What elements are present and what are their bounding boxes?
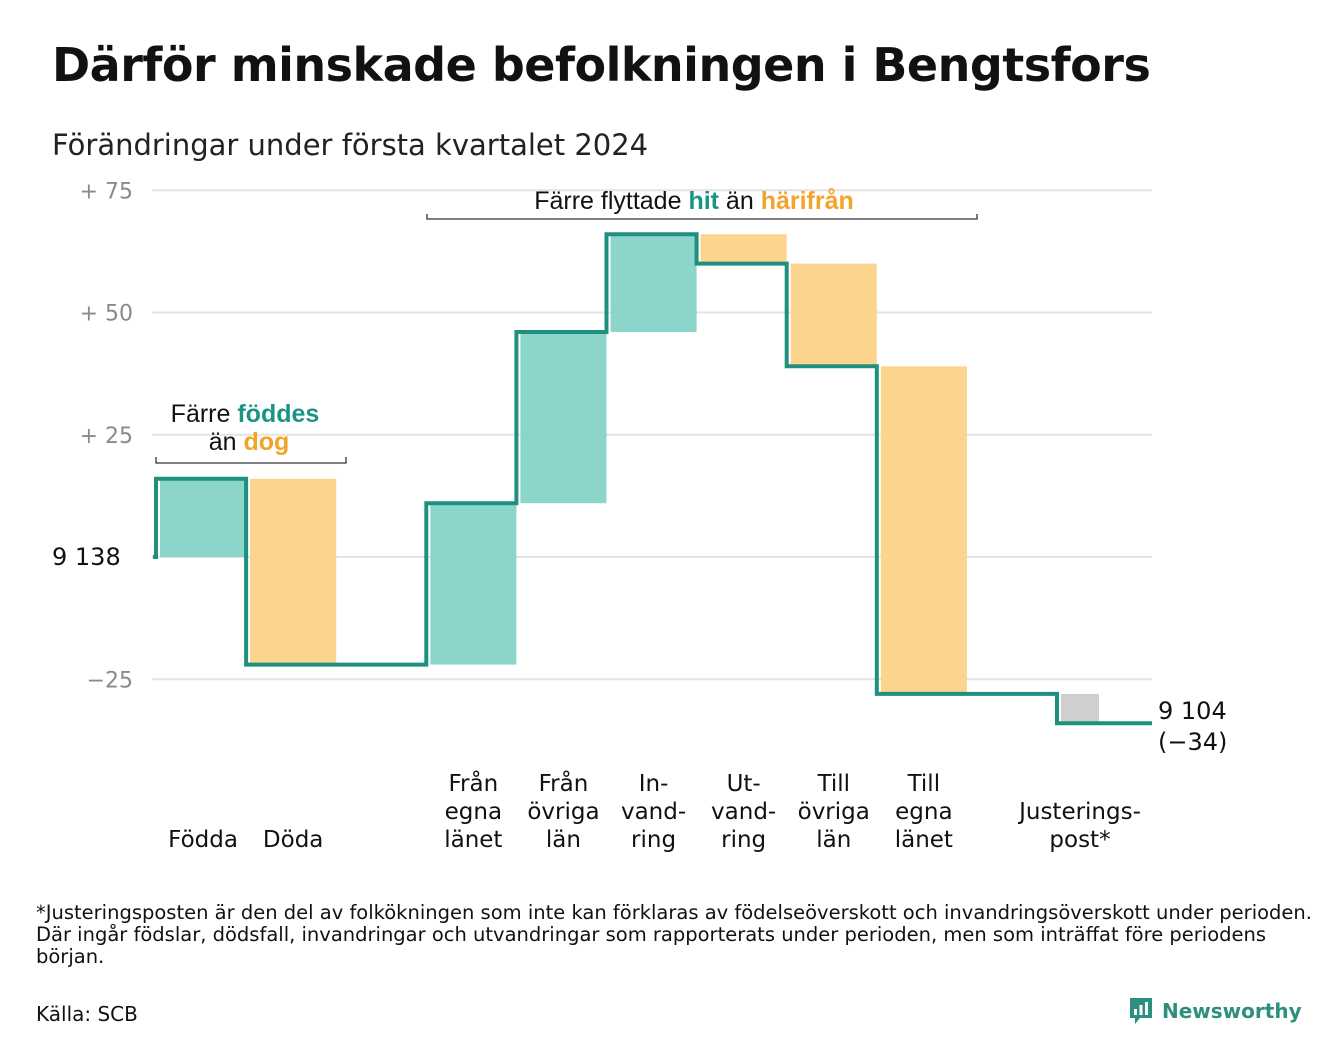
category-label: Från bbox=[449, 769, 499, 797]
source-note: Källa: SCB bbox=[36, 1002, 138, 1026]
category-label: Ut- bbox=[727, 771, 761, 797]
newsworthy-logo-icon bbox=[1130, 998, 1152, 1024]
y-axis-ticks: + 75 + 50 + 25 −25 bbox=[80, 179, 133, 693]
waterfall-bar bbox=[160, 478, 247, 557]
start-value-label: 9 138 bbox=[52, 543, 121, 571]
brand-name: Newsworthy bbox=[1162, 999, 1302, 1023]
category-label: Från bbox=[539, 769, 589, 797]
births-annotation-highlight2: dog bbox=[243, 428, 289, 456]
chart-title: Därför minskade befolkningen i Bengtsfor… bbox=[52, 38, 1151, 92]
waterfall-bar bbox=[1061, 693, 1099, 724]
category-label: län bbox=[546, 827, 581, 853]
category-label: Justerings- bbox=[1017, 799, 1141, 825]
end-value-label: 9 104 bbox=[1158, 697, 1227, 725]
births-annotation-prefix: Färre bbox=[171, 400, 238, 428]
y-tick-label: + 50 bbox=[80, 302, 133, 327]
category-label: län bbox=[816, 827, 851, 853]
waterfall-bar bbox=[790, 263, 877, 367]
svg-text:Färre flyttade hit än härifrån: Färre flyttade hit än härifrån bbox=[534, 187, 854, 215]
waterfall-bar bbox=[610, 234, 697, 333]
category-label: Döda bbox=[263, 827, 323, 853]
waterfall-bar bbox=[250, 478, 337, 665]
svg-text:Färre föddes: Färre föddes bbox=[171, 400, 320, 428]
chart-subtitle: Förändringar under första kvartalet 2024 bbox=[52, 128, 649, 162]
category-label: länet bbox=[444, 827, 502, 853]
waterfall-bar bbox=[430, 503, 517, 665]
category-label: övriga bbox=[798, 799, 870, 825]
category-label: övriga bbox=[527, 799, 599, 825]
footnote: *Justeringsposten är den del av folkökni… bbox=[36, 901, 1312, 968]
births-annotation-highlight: föddes bbox=[237, 400, 319, 428]
waterfall-bars bbox=[160, 234, 1099, 724]
category-label: Till bbox=[907, 771, 941, 797]
births-annotation: Färre föddes än dog bbox=[155, 400, 347, 464]
category-label: post* bbox=[1049, 827, 1110, 853]
waterfall-bar bbox=[700, 234, 787, 264]
category-label: egna bbox=[445, 799, 502, 825]
category-label: Till bbox=[816, 771, 850, 797]
category-label: vand- bbox=[711, 799, 776, 825]
waterfall-chart: + 75+ 50+ 25−25 Födda DödaFrånegnalänetFr… bbox=[52, 179, 1227, 853]
category-label: ring bbox=[721, 827, 766, 853]
births-bracket bbox=[155, 457, 347, 464]
cumulative-level-line bbox=[153, 232, 1152, 726]
svg-text:än dog: än dog bbox=[209, 428, 290, 456]
category-label: länet bbox=[895, 827, 953, 853]
y-tick-label: + 25 bbox=[80, 424, 133, 449]
category-label: ring bbox=[631, 827, 676, 853]
category-label: Födda bbox=[168, 827, 238, 853]
moves-annotation-hit: hit bbox=[688, 187, 719, 215]
waterfall-bar bbox=[880, 366, 967, 694]
end-change-label: (−34) bbox=[1158, 728, 1227, 756]
moves-annotation-harifran: härifrån bbox=[761, 187, 854, 215]
births-annotation-prefix2: än bbox=[209, 428, 244, 456]
moves-annotation: Färre flyttade hit än härifrån bbox=[426, 187, 978, 220]
brand-logo: Newsworthy bbox=[1128, 996, 1302, 1026]
y-tick-label: −25 bbox=[87, 668, 133, 693]
waterfall-bar bbox=[520, 332, 607, 504]
y-tick-label: + 75 bbox=[80, 179, 133, 204]
category-label: vand- bbox=[621, 799, 686, 825]
moves-annotation-prefix: Färre flyttade bbox=[534, 187, 688, 215]
category-label: egna bbox=[895, 799, 952, 825]
category-label: In- bbox=[639, 771, 669, 797]
category-labels: Födda DödaFrånegnalänetFrånövrigalänIn-va… bbox=[168, 769, 1141, 853]
moves-annotation-middle: än bbox=[719, 187, 761, 215]
moves-bracket bbox=[426, 214, 978, 220]
